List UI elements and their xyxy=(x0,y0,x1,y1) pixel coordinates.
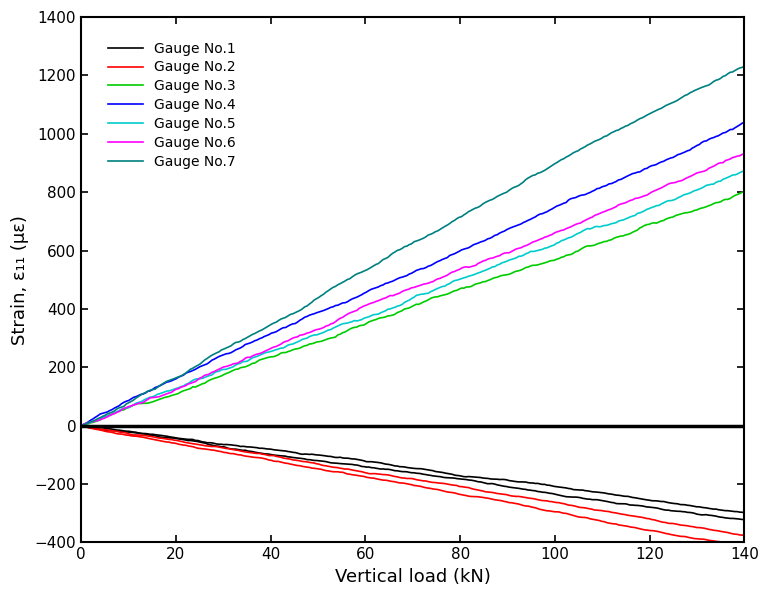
Gauge No.4 xyxy=(628,170,638,177)
Gauge No.3 xyxy=(740,188,749,195)
Gauge No.1 xyxy=(76,422,85,429)
Gauge No.4 xyxy=(454,248,464,255)
Gauge No.6 xyxy=(76,422,85,429)
Gauge No.2 xyxy=(179,438,188,445)
Gauge No.5 xyxy=(395,302,404,309)
Gauge No.2 xyxy=(395,474,404,481)
Gauge No.4 xyxy=(395,274,404,281)
Gauge No.3 xyxy=(76,422,85,429)
Gauge No.4 xyxy=(485,235,494,242)
Gauge No.1 xyxy=(628,494,638,501)
Gauge No.7 xyxy=(76,422,85,429)
X-axis label: Vertical load (kN): Vertical load (kN) xyxy=(335,568,490,586)
Gauge No.4 xyxy=(179,371,188,378)
Line: Gauge No.6: Gauge No.6 xyxy=(81,154,745,426)
Gauge No.7 xyxy=(454,214,464,221)
Line: Gauge No.3: Gauge No.3 xyxy=(81,192,745,426)
Gauge No.3 xyxy=(395,308,404,315)
Gauge No.1 xyxy=(740,509,749,516)
Legend: Gauge No.1, Gauge No.2, Gauge No.3, Gauge No.4, Gauge No.5, Gauge No.6, Gauge No: Gauge No.1, Gauge No.2, Gauge No.3, Gaug… xyxy=(102,35,243,176)
Gauge No.4 xyxy=(624,172,633,179)
Gauge No.5 xyxy=(179,383,188,390)
Gauge No.2 xyxy=(740,532,749,539)
Gauge No.6 xyxy=(485,255,494,262)
Gauge No.3 xyxy=(624,231,633,238)
Gauge No.1 xyxy=(454,472,464,479)
Gauge No.4 xyxy=(76,422,85,429)
Gauge No.3 xyxy=(179,387,188,395)
Gauge No.7 xyxy=(740,63,749,70)
Gauge No.5 xyxy=(76,422,85,429)
Gauge No.3 xyxy=(454,285,464,293)
Gauge No.2 xyxy=(628,512,638,519)
Gauge No.2 xyxy=(485,488,494,496)
Line: Gauge No.2: Gauge No.2 xyxy=(81,426,745,536)
Gauge No.6 xyxy=(179,383,188,390)
Gauge No.6 xyxy=(740,150,749,158)
Gauge No.7 xyxy=(624,122,633,129)
Gauge No.1 xyxy=(624,493,633,500)
Gauge No.2 xyxy=(624,512,633,519)
Gauge No.7 xyxy=(395,246,404,253)
Gauge No.6 xyxy=(624,198,633,205)
Gauge No.5 xyxy=(485,264,494,272)
Gauge No.2 xyxy=(454,483,464,490)
Gauge No.2 xyxy=(76,422,85,429)
Gauge No.1 xyxy=(485,475,494,482)
Gauge No.6 xyxy=(628,196,638,204)
Gauge No.7 xyxy=(485,196,494,204)
Gauge No.7 xyxy=(628,119,638,127)
Line: Gauge No.4: Gauge No.4 xyxy=(81,122,745,426)
Gauge No.6 xyxy=(454,266,464,273)
Gauge No.1 xyxy=(395,463,404,470)
Gauge No.5 xyxy=(740,167,749,174)
Gauge No.5 xyxy=(628,213,638,220)
Gauge No.5 xyxy=(454,276,464,283)
Y-axis label: Strain, ε₁₁ (με): Strain, ε₁₁ (με) xyxy=(11,215,29,344)
Gauge No.4 xyxy=(740,119,749,126)
Gauge No.1 xyxy=(179,435,188,442)
Gauge No.5 xyxy=(624,214,633,221)
Gauge No.6 xyxy=(395,290,404,297)
Gauge No.7 xyxy=(179,371,188,378)
Line: Gauge No.5: Gauge No.5 xyxy=(81,171,745,426)
Line: Gauge No.1: Gauge No.1 xyxy=(81,426,745,512)
Gauge No.3 xyxy=(485,276,494,284)
Gauge No.3 xyxy=(628,229,638,236)
Line: Gauge No.7: Gauge No.7 xyxy=(81,66,745,426)
